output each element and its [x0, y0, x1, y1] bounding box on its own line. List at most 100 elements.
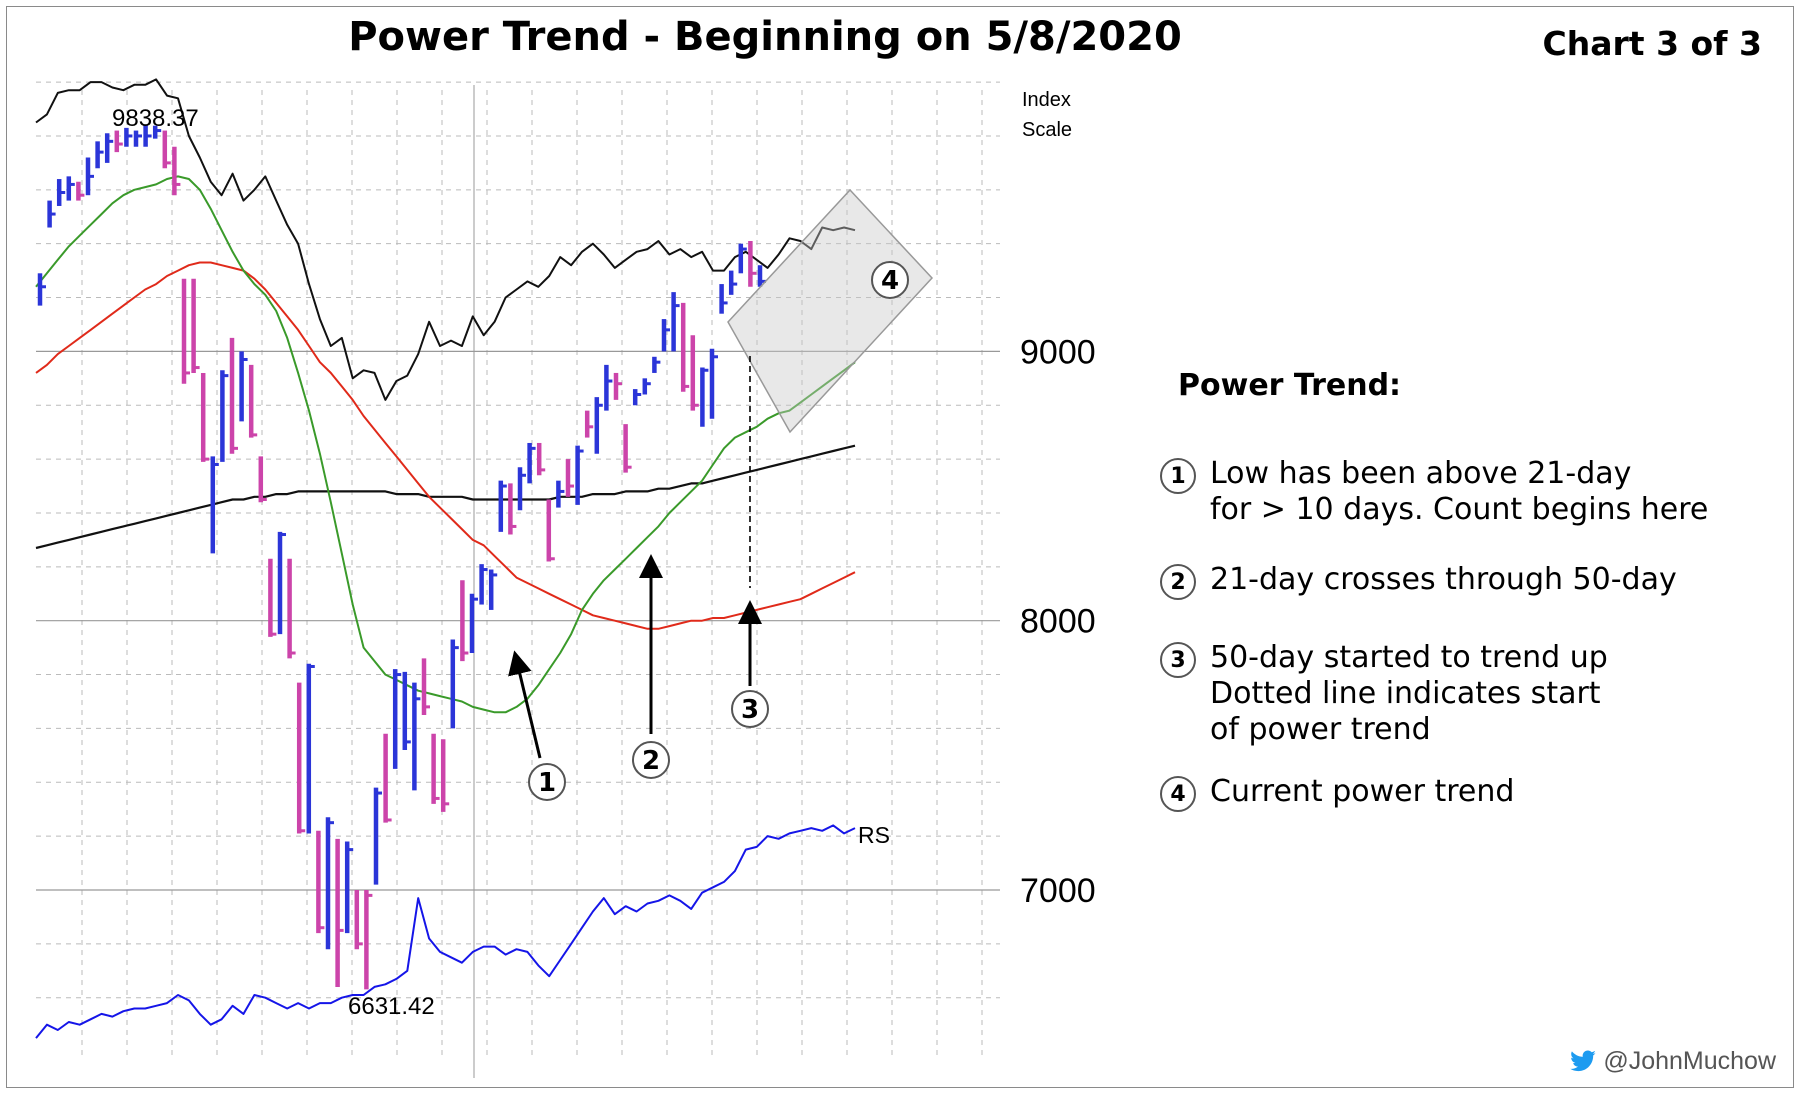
price-bar [56, 179, 66, 206]
price-bar [191, 278, 200, 373]
price-bar [604, 364, 613, 411]
price-bar [575, 445, 584, 505]
price-bar [37, 273, 46, 306]
price-bar [277, 531, 286, 635]
price-bar [613, 372, 622, 400]
marker-1-circle [528, 763, 566, 801]
price-bar [450, 639, 459, 729]
price-bar [546, 499, 555, 562]
y-tick-label: 8000 [1020, 603, 1096, 641]
price-bar [690, 335, 699, 411]
chart-frame [6, 6, 1794, 1088]
scale-label: Index [1022, 89, 1071, 111]
price-bar [66, 176, 75, 201]
price-bars [37, 125, 766, 990]
price-bar [325, 817, 334, 950]
price-bar [287, 558, 296, 659]
price-bar [709, 348, 718, 419]
marker-1-arrow [508, 650, 542, 759]
price-bar [632, 389, 642, 406]
price-bar [248, 364, 258, 438]
legend-item-2: 2 21-day crosses through 50-day [1160, 562, 1677, 600]
price-bar [172, 146, 181, 196]
price-bar [565, 459, 574, 497]
price-bar [556, 480, 565, 508]
price-bar [536, 442, 546, 476]
price-bar [104, 133, 114, 163]
price-bar [200, 372, 210, 462]
price-bar [440, 739, 450, 812]
price-bar [95, 141, 104, 169]
price-bar [296, 682, 306, 834]
legend-title: Power Trend: [1178, 368, 1402, 403]
price-bar [488, 569, 498, 610]
price-bar [114, 130, 123, 153]
price-bar [239, 351, 248, 422]
marker-3-label: 3 [741, 695, 759, 725]
price-bar [229, 337, 238, 454]
price-bar [316, 830, 325, 934]
price-bar [479, 564, 488, 605]
price-bar [124, 127, 133, 147]
rs-label: RS [858, 822, 890, 848]
price-bar [652, 356, 661, 373]
rs-line [35, 824, 856, 1039]
chart-subtitle: Chart 3 of 3 [1542, 24, 1762, 63]
price-bar [680, 302, 690, 392]
legend-number-1: 1 [1160, 458, 1196, 494]
legend-text-4: Current power trend [1210, 774, 1515, 809]
ma50-line [35, 261, 856, 630]
marker-2-circle [632, 741, 670, 779]
price-bar [748, 240, 757, 287]
price-bar [421, 658, 430, 715]
price-bar [738, 243, 747, 274]
price-bar [268, 558, 277, 637]
legend-number-4: 4 [1160, 776, 1196, 812]
price-bar [306, 663, 315, 834]
price-bar [210, 456, 219, 554]
price-bar [728, 270, 738, 295]
price-bar [584, 410, 594, 438]
marker-2-label: 2 [642, 746, 660, 776]
price-bar [162, 130, 171, 169]
price-bar [671, 292, 680, 352]
y-tick-label: 9000 [1020, 333, 1096, 371]
price-bar [469, 593, 478, 654]
ma21-line [35, 175, 856, 714]
price-bar [719, 284, 728, 314]
legend-item-4: 4 Current power trend [1160, 774, 1514, 812]
twitter-handle-text: @JohnMuchow [1603, 1047, 1776, 1075]
price-bar [661, 319, 670, 352]
price-bar [85, 157, 94, 196]
low-value-label: 6631.42 [348, 993, 435, 1020]
ma200-line [35, 444, 856, 550]
scale-label: Scale [1022, 119, 1072, 141]
high-value-label: 9838.37 [112, 105, 199, 132]
price-bar [344, 841, 354, 934]
marker-3-circle [731, 690, 769, 728]
price-bar [383, 733, 392, 823]
price-bar [402, 671, 411, 750]
price-bar [354, 890, 363, 950]
gridlines [36, 81, 1000, 1078]
legend-number-3: 3 [1160, 642, 1196, 678]
price-bar [373, 787, 382, 885]
twitter-bird-icon [1570, 1049, 1597, 1071]
price-bar [517, 467, 526, 511]
legend-text-2: 21-day crosses through 50-day [1210, 562, 1677, 597]
price-bar [181, 278, 190, 384]
chart-title: Power Trend - Beginning on 5/8/2020 [348, 14, 1182, 60]
price-bar [335, 838, 344, 987]
price-bar [623, 424, 632, 473]
price-bar [47, 200, 56, 228]
price-bar [594, 397, 603, 454]
relative-price-line [35, 78, 856, 401]
legend-text-3: 50-day started to trend up Dotted line i… [1210, 640, 1608, 747]
marker-4-label: 4 [881, 266, 899, 296]
legend-item-1: 1 Low has been above 21-day for > 10 day… [1160, 456, 1708, 528]
twitter-handle[interactable]: @JohnMuchow [1569, 1047, 1776, 1076]
price-bar [133, 130, 142, 147]
price-bar [508, 483, 517, 535]
price-bar [642, 378, 651, 395]
